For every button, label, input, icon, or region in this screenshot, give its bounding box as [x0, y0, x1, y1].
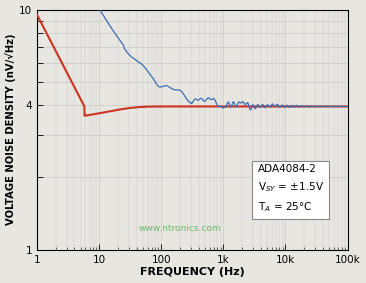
Text: www.ntronics.com: www.ntronics.com — [139, 224, 221, 233]
Text: ADA4084-2
V$_{SY}$ = ±1.5V
T$_A$ = 25°C: ADA4084-2 V$_{SY}$ = ±1.5V T$_A$ = 25°C — [258, 164, 324, 214]
X-axis label: FREQUENCY (Hz): FREQUENCY (Hz) — [140, 267, 245, 277]
Y-axis label: VOLTAGE NOISE DENSITY (nV/√Hz): VOLTAGE NOISE DENSITY (nV/√Hz) — [5, 34, 16, 226]
